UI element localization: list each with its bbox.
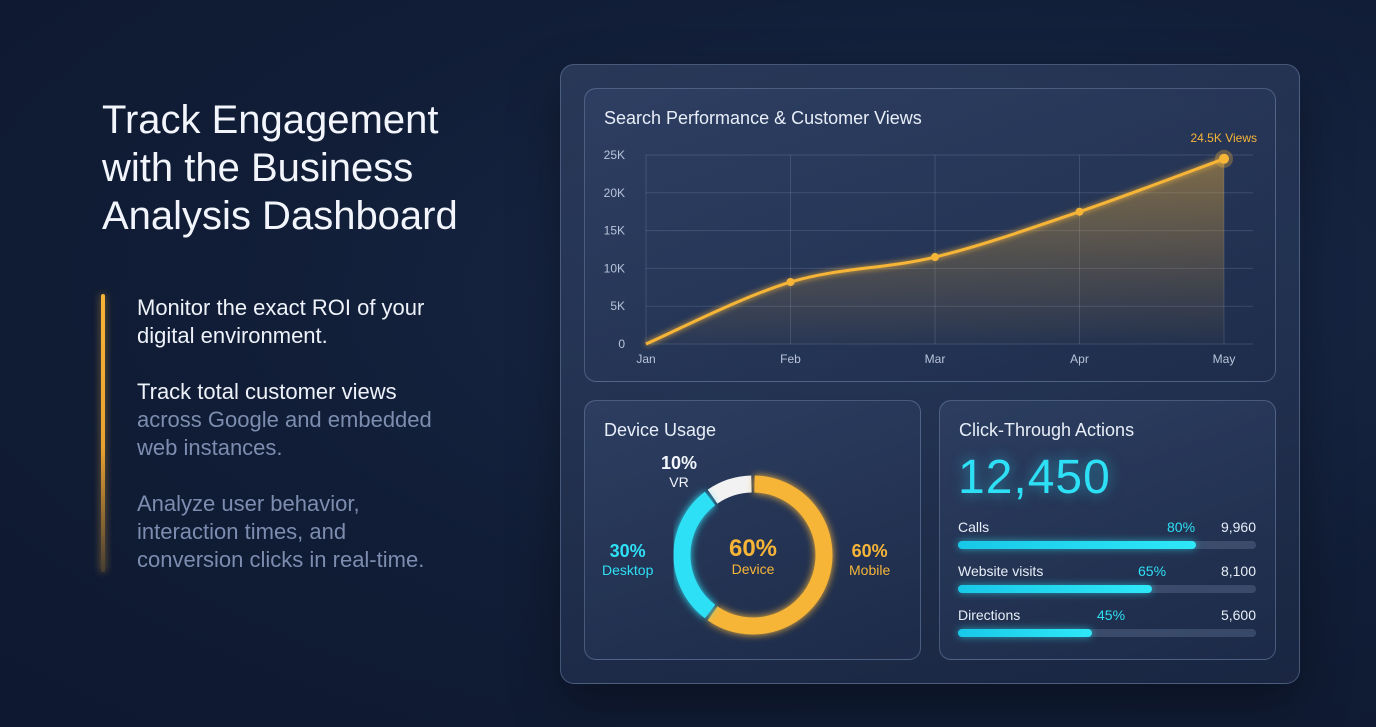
headline-line: Analysis Dashboard	[102, 194, 458, 238]
point-text-muted: across Google and embedded	[137, 407, 432, 432]
device-usage-card: Device Usage 60% Device 10% VR 30% Deskt…	[584, 400, 921, 660]
views-chart-card: Search Performance & Customer Views 0 5K 1…	[584, 88, 1276, 382]
slice-pct: 30%	[609, 541, 646, 561]
slice-name: Mobile	[849, 562, 891, 578]
y-tick-label: 10K	[604, 261, 625, 275]
action-progress-fill	[958, 629, 1093, 637]
headline-line: Track Engagement	[102, 98, 439, 142]
action-pct: 80%	[1167, 519, 1196, 535]
action-row-website: Website visits 65% 8,100	[958, 563, 1256, 599]
action-label: Website visits	[958, 563, 1044, 579]
slice-label-mobile: 60% Mobile	[849, 541, 890, 578]
data-point	[786, 278, 795, 287]
y-tick-label: 0	[618, 337, 625, 351]
views-annotation: 24.5K Views	[1191, 131, 1258, 145]
x-tick-label: May	[1213, 352, 1236, 366]
action-row-directions: Directions 45% 5,600	[958, 607, 1256, 643]
feature-point-views: Track total customer views across Google…	[137, 378, 517, 462]
point-text-muted: Analyze user behavior,	[137, 491, 360, 516]
point-text-muted: conversion clicks in real-time.	[137, 547, 425, 572]
action-progress-track	[958, 541, 1256, 549]
device-donut-chart: 60% Device	[673, 475, 833, 635]
action-label: Calls	[958, 519, 990, 535]
point-text: Track total customer views	[137, 379, 397, 404]
click-through-title: Click-Through Actions	[959, 420, 1135, 440]
data-point	[1075, 207, 1084, 216]
slice-desktop	[673, 491, 716, 619]
click-through-card: Click-Through Actions	[939, 400, 1276, 660]
x-tick-label: Apr	[1070, 352, 1089, 366]
click-through-total: 12,450	[958, 451, 1111, 504]
slice-vr	[707, 475, 753, 504]
feature-points: Monitor the exact ROI of your digital en…	[137, 294, 517, 602]
accent-divider	[101, 294, 105, 572]
slice-mobile	[707, 475, 833, 635]
slice-pct: 60%	[851, 541, 888, 561]
data-point	[931, 253, 939, 262]
action-progress-fill	[958, 585, 1152, 593]
data-point	[1219, 153, 1229, 164]
action-value: 5,600	[1220, 607, 1256, 623]
slice-label-vr: 10% VR	[661, 453, 697, 490]
donut-center-label: Device	[732, 561, 775, 577]
action-value: 8,100	[1220, 563, 1256, 579]
x-tick-label: Mar	[925, 352, 946, 366]
y-tick-label: 5K	[610, 299, 625, 313]
point-text: Monitor the exact ROI of your	[137, 295, 425, 320]
y-tick-label: 15K	[604, 224, 625, 238]
action-pct: 45%	[1097, 607, 1126, 623]
slice-name: VR	[669, 474, 689, 490]
slice-name: Desktop	[602, 562, 654, 578]
views-chart-title: Search Performance & Customer Views	[604, 108, 922, 128]
donut-center-pct: 60%	[729, 535, 777, 562]
x-tick-label: Jan	[636, 352, 655, 366]
x-tick-label: Feb	[780, 352, 801, 366]
page-headline: Track Engagement with the Business Analy…	[102, 96, 522, 240]
point-text: digital environment.	[137, 323, 328, 348]
action-label: Directions	[958, 607, 1021, 623]
action-progress-fill	[958, 541, 1197, 549]
action-value: 9,960	[1220, 519, 1256, 535]
y-tick-label: 25K	[604, 148, 625, 162]
views-area-fill	[646, 158, 1224, 344]
point-text-muted: interaction times, and	[137, 519, 347, 544]
slice-label-desktop: 30% Desktop	[602, 541, 653, 578]
action-progress-track	[958, 585, 1256, 593]
action-row-calls: Calls 80% 9,960	[958, 519, 1256, 555]
feature-point-roi: Monitor the exact ROI of your digital en…	[137, 294, 517, 350]
action-progress-track	[958, 629, 1256, 637]
point-text-muted: web instances.	[137, 435, 283, 460]
action-pct: 65%	[1138, 563, 1167, 579]
device-usage-title: Device Usage	[604, 420, 717, 440]
views-area-chart: 0 5K 10K 15K 20K 25K Jan Feb Mar Apr May 24.5K Vi…	[604, 131, 1258, 366]
slice-pct: 10%	[661, 453, 698, 473]
y-tick-label: 20K	[604, 186, 625, 200]
feature-point-behavior: Analyze user behavior, interaction times…	[137, 490, 517, 574]
headline-line: with the Business	[102, 146, 414, 190]
